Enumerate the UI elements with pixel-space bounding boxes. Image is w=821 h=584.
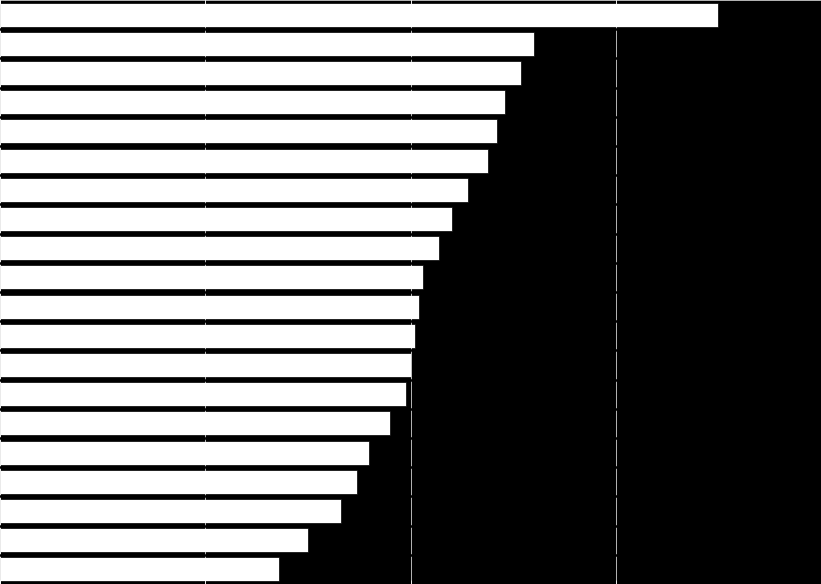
Bar — [0, 265, 423, 289]
Bar — [0, 178, 468, 201]
Bar — [0, 294, 419, 318]
Bar — [0, 470, 357, 494]
Bar — [0, 148, 488, 173]
Bar — [0, 353, 410, 377]
Bar — [0, 32, 534, 55]
Bar — [0, 440, 369, 465]
Bar — [0, 236, 439, 260]
Bar — [0, 90, 505, 114]
Bar — [0, 557, 279, 582]
Bar — [0, 2, 718, 26]
Bar — [0, 411, 390, 436]
Bar — [0, 382, 406, 406]
Bar — [0, 324, 415, 348]
Bar — [0, 61, 521, 85]
Bar — [0, 119, 497, 143]
Bar — [0, 207, 452, 231]
Bar — [0, 499, 341, 523]
Bar — [0, 528, 308, 552]
